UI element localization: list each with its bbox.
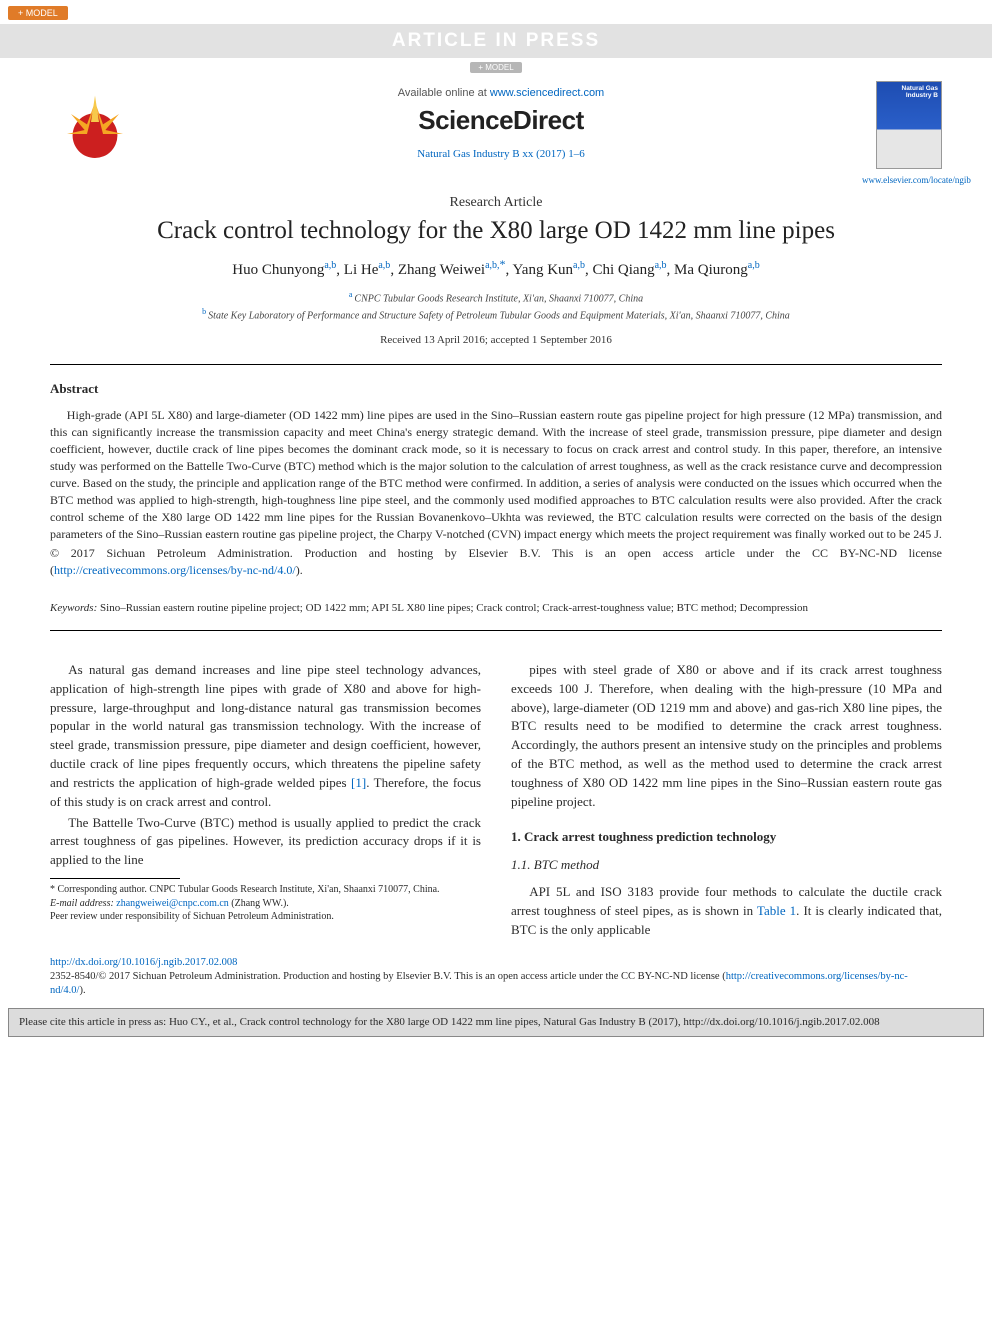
journal-cover-thumbnail[interactable]: Natural Gas Industry B xyxy=(876,81,942,169)
email-tail: (Zhang WW.). xyxy=(229,898,289,909)
author-affiliation-sup[interactable]: a,b, xyxy=(485,260,499,271)
article-dates: Received 13 April 2016; accepted 1 Septe… xyxy=(50,334,942,346)
affiliation-sup: a xyxy=(349,290,355,299)
abstract-heading: Abstract xyxy=(50,381,942,397)
author-list: Huo Chunyonga,b, Li Hea,b, Zhang Weiweia… xyxy=(50,257,942,279)
author-name: Yang Kun xyxy=(512,262,573,278)
keywords-block: Keywords: Sino–Russian eastern routine p… xyxy=(50,601,942,616)
table-1-link[interactable]: Table 1 xyxy=(757,903,796,918)
journal-cover-box: Natural Gas Industry B www.elsevier.com/… xyxy=(862,81,942,185)
affiliation-line: a CNPC Tubular Goods Research Institute,… xyxy=(120,289,872,306)
doi-block: http://dx.doi.org/10.1016/j.ngib.2017.02… xyxy=(0,950,992,1003)
issn-tail: ). xyxy=(79,985,85,996)
corresponding-author-note: * Corresponding author. CNPC Tubular Goo… xyxy=(50,883,481,897)
ref-link-1[interactable]: [1] xyxy=(351,775,366,790)
footnotes: * Corresponding author. CNPC Tubular Goo… xyxy=(50,883,481,924)
right-column: pipes with steel grade of X80 or above a… xyxy=(511,661,942,942)
cite-text: Please cite this article in press as: Hu… xyxy=(19,1016,880,1028)
left-column: As natural gas demand increases and line… xyxy=(50,661,481,942)
journal-homepage-link[interactable]: www.elsevier.com/locate/ngib xyxy=(862,175,942,185)
section-1-1-heading: 1.1. BTC method xyxy=(511,856,942,875)
sciencedirect-url-link[interactable]: www.sciencedirect.com xyxy=(490,87,604,99)
top-bar: + MODEL ARTICLE IN PRESS + MODEL xyxy=(0,0,992,77)
center-header: Available online at www.sciencedirect.co… xyxy=(140,81,862,160)
article-title: Crack control technology for the X80 lar… xyxy=(50,217,942,245)
available-online-line: Available online at www.sciencedirect.co… xyxy=(140,87,862,99)
issn-copyright-line: 2352-8540/© 2017 Sichuan Petroleum Admin… xyxy=(50,970,942,998)
corresponding-email-link[interactable]: zhangweiwei@cnpc.com.cn xyxy=(116,898,229,909)
article-type: Research Article xyxy=(50,195,942,211)
sun-logo-icon xyxy=(55,86,135,166)
sciencedirect-logo: ScienceDirect xyxy=(140,105,862,136)
author-affiliation-sup[interactable]: a,b xyxy=(324,260,336,271)
available-prefix: Available online at xyxy=(398,87,490,99)
model-badge-row: + MODEL xyxy=(0,58,992,77)
affiliation-line: b State Key Laboratory of Performance an… xyxy=(120,306,872,323)
model-badge: + MODEL xyxy=(8,6,68,20)
body-para-4: API 5L and ISO 3183 provide four methods… xyxy=(511,883,942,940)
publisher-logo xyxy=(50,81,140,171)
section-1-heading: 1. Crack arrest toughness prediction tec… xyxy=(511,828,942,847)
body-para-1: As natural gas demand increases and line… xyxy=(50,661,481,812)
page-container: + MODEL ARTICLE IN PRESS + MODEL Availab… xyxy=(0,0,992,1037)
author-affiliation-sup[interactable]: a,b xyxy=(655,260,667,271)
author-name: Huo Chunyong xyxy=(232,262,324,278)
keywords-label: Keywords: xyxy=(50,602,97,614)
copyright-line: © 2017 Sichuan Petroleum Administration.… xyxy=(50,545,942,579)
author-name: Li He xyxy=(344,262,379,278)
footnote-separator xyxy=(50,878,180,879)
author-affiliation-sup[interactable]: a,b xyxy=(748,260,760,271)
corresponding-star[interactable]: * xyxy=(500,257,506,271)
body-para-3: pipes with steel grade of X80 or above a… xyxy=(511,661,942,812)
author-affiliation-sup[interactable]: a,b xyxy=(573,260,585,271)
abstract-block: Abstract High-grade (API 5L X80) and lar… xyxy=(0,365,992,589)
keywords-text: Sino–Russian eastern routine pipeline pr… xyxy=(97,602,808,614)
peer-review-note: Peer review under responsibility of Sich… xyxy=(50,910,481,924)
body-para-2: The Battelle Two-Curve (BTC) method is u… xyxy=(50,814,481,871)
author-affiliation-sup[interactable]: a,b xyxy=(378,260,390,271)
issn-text: 2352-8540/© 2017 Sichuan Petroleum Admin… xyxy=(50,971,726,982)
article-in-press-bar: ARTICLE IN PRESS xyxy=(0,24,992,58)
doi-link[interactable]: http://dx.doi.org/10.1016/j.ngib.2017.02… xyxy=(50,957,237,968)
article-meta: Research Article Crack control technolog… xyxy=(0,195,992,346)
copyright-tail: ). xyxy=(296,563,303,577)
header-row: Available online at www.sciencedirect.co… xyxy=(0,77,992,185)
email-line: E-mail address: zhangweiwei@cnpc.com.cn … xyxy=(50,897,481,911)
body-columns: As natural gas demand increases and line… xyxy=(0,631,992,950)
license-link[interactable]: http://creativecommons.org/licenses/by-n… xyxy=(54,563,296,577)
author-name: Zhang Weiwei xyxy=(398,262,485,278)
model-badge-small: + MODEL xyxy=(470,62,521,73)
affiliation-sup: b xyxy=(202,307,208,316)
journal-reference[interactable]: Natural Gas Industry B xx (2017) 1–6 xyxy=(140,148,862,160)
cite-box: Please cite this article in press as: Hu… xyxy=(8,1008,984,1037)
email-label: E-mail address: xyxy=(50,898,114,909)
author-name: Chi Qiang xyxy=(593,262,655,278)
author-name: Ma Qiurong xyxy=(674,262,748,278)
abstract-text: High-grade (API 5L X80) and large-diamet… xyxy=(50,407,942,543)
affiliation-list: a CNPC Tubular Goods Research Institute,… xyxy=(120,289,872,324)
journal-cover-title: Natural Gas Industry B xyxy=(880,85,938,99)
body-p1-a: As natural gas demand increases and line… xyxy=(50,662,481,790)
